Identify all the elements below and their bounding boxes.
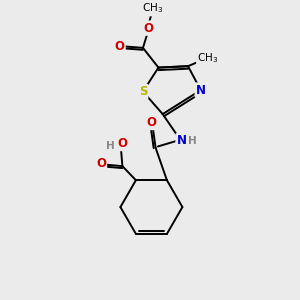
Text: H: H [106,141,115,151]
Text: CH$_3$: CH$_3$ [142,2,164,15]
Text: O: O [144,22,154,34]
Text: H: H [188,136,197,146]
Text: O: O [117,137,127,150]
Text: N: N [196,84,206,97]
Text: S: S [139,85,147,98]
Text: O: O [146,116,156,129]
Text: O: O [96,158,106,170]
Text: O: O [115,40,124,53]
Text: CH$_3$: CH$_3$ [197,51,218,64]
Text: N: N [177,134,187,147]
